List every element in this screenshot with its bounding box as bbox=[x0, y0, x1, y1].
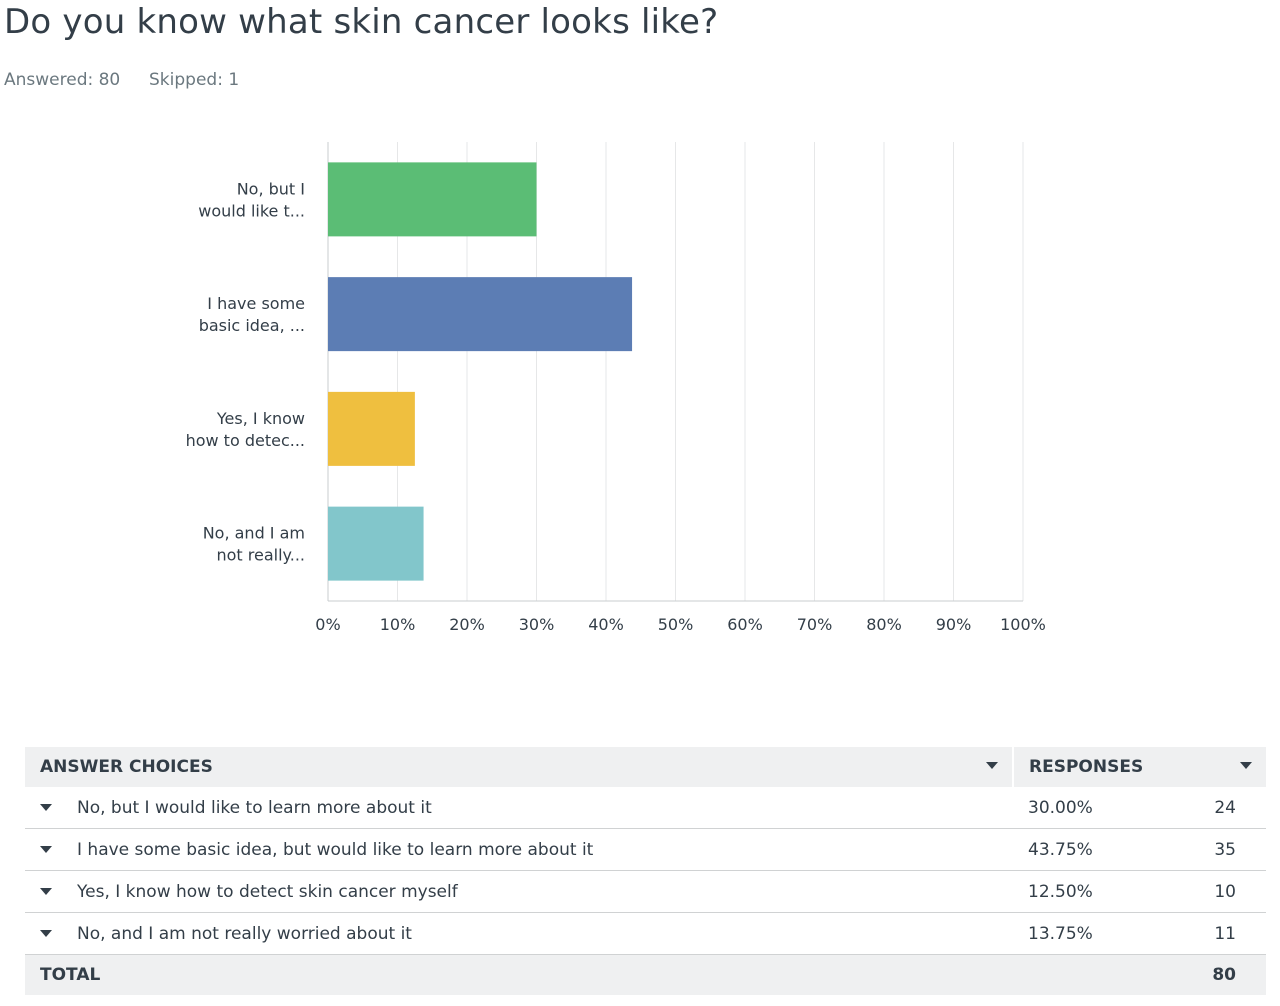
x-tick-label: 40% bbox=[588, 615, 624, 634]
category-label: would like t... bbox=[198, 201, 305, 220]
total-label: TOTAL bbox=[25, 954, 1013, 995]
table-row: No, but I would like to learn more about… bbox=[25, 787, 1266, 829]
bar bbox=[328, 506, 424, 581]
skipped-count: Skipped: 1 bbox=[149, 70, 240, 90]
response-percent: 43.75% bbox=[1028, 839, 1093, 860]
answer-choice-label: No, but I would like to learn more about… bbox=[77, 797, 432, 818]
expand-caret-icon[interactable] bbox=[40, 888, 52, 895]
bar-chart: No, but I would like t... I have some basic… bbox=[186, 142, 1046, 634]
responses-header[interactable]: RESPONSES bbox=[1013, 747, 1266, 787]
response-cell: 12.50% 10 bbox=[1013, 870, 1266, 913]
x-tick-label: 60% bbox=[727, 615, 763, 634]
response-percent: 30.00% bbox=[1028, 797, 1093, 818]
bar bbox=[328, 277, 633, 352]
x-tick-label: 100% bbox=[1000, 615, 1046, 634]
x-tick-label: 0% bbox=[315, 615, 340, 634]
category-label: No, but I bbox=[237, 179, 305, 198]
sort-caret-icon[interactable] bbox=[986, 762, 998, 769]
category-label: No, and I am bbox=[203, 524, 305, 543]
answer-choice-cell: I have some basic idea, but would like t… bbox=[25, 828, 1013, 871]
response-percent: 13.75% bbox=[1028, 923, 1093, 944]
response-percent: 12.50% bbox=[1028, 881, 1093, 902]
category-label: Yes, I know bbox=[216, 409, 305, 428]
total-row: TOTAL 80 bbox=[25, 954, 1266, 995]
table-row: No, and I am not really worried about it… bbox=[25, 912, 1266, 955]
expand-caret-icon[interactable] bbox=[40, 846, 52, 853]
question-title: Do you know what skin cancer looks like? bbox=[4, 2, 719, 42]
response-count: 11 bbox=[1214, 923, 1236, 944]
answer-choice-cell: Yes, I know how to detect skin cancer my… bbox=[25, 870, 1013, 913]
x-tick-label: 70% bbox=[797, 615, 833, 634]
answered-count: Answered: 80 bbox=[4, 70, 121, 90]
table-header-row: ANSWER CHOICES RESPONSES bbox=[25, 747, 1266, 787]
category-label: how to detec... bbox=[186, 431, 305, 450]
answer-choice-label: Yes, I know how to detect skin cancer my… bbox=[77, 881, 458, 902]
x-tick-label: 50% bbox=[658, 615, 694, 634]
response-count: 24 bbox=[1214, 797, 1236, 818]
table-row: Yes, I know how to detect skin cancer my… bbox=[25, 870, 1266, 913]
response-count: 35 bbox=[1214, 839, 1236, 860]
response-cell: 43.75% 35 bbox=[1013, 828, 1266, 871]
category-label: basic idea, ... bbox=[199, 316, 305, 335]
answer-choices-header[interactable]: ANSWER CHOICES bbox=[25, 747, 1014, 787]
sort-caret-icon[interactable] bbox=[1240, 762, 1252, 769]
x-tick-label: 80% bbox=[866, 615, 902, 634]
response-count: 10 bbox=[1214, 881, 1236, 902]
category-label: I have some bbox=[207, 294, 305, 313]
x-tick-label: 90% bbox=[936, 615, 972, 634]
responses-header-label: RESPONSES bbox=[1029, 757, 1144, 777]
answer-choices-header-label: ANSWER CHOICES bbox=[40, 757, 213, 777]
table-row: I have some basic idea, but would like t… bbox=[25, 828, 1266, 871]
results-table: ANSWER CHOICES RESPONSES No, but I would… bbox=[25, 747, 1266, 995]
x-tick-label: 20% bbox=[449, 615, 485, 634]
bar bbox=[328, 162, 537, 237]
expand-caret-icon[interactable] bbox=[40, 804, 52, 811]
answer-choice-cell: No, and I am not really worried about it bbox=[25, 912, 1013, 955]
response-cell: 30.00% 24 bbox=[1013, 787, 1266, 829]
total-value: 80 bbox=[1013, 954, 1266, 995]
answer-choice-cell: No, but I would like to learn more about… bbox=[25, 787, 1013, 829]
answer-choice-label: No, and I am not really worried about it bbox=[77, 923, 412, 944]
bar bbox=[328, 391, 415, 466]
category-label: not really... bbox=[217, 546, 306, 565]
x-tick-label: 10% bbox=[380, 615, 416, 634]
expand-caret-icon[interactable] bbox=[40, 930, 52, 937]
x-tick-label: 30% bbox=[519, 615, 555, 634]
answer-choice-label: I have some basic idea, but would like t… bbox=[77, 839, 594, 860]
response-cell: 13.75% 11 bbox=[1013, 912, 1266, 955]
